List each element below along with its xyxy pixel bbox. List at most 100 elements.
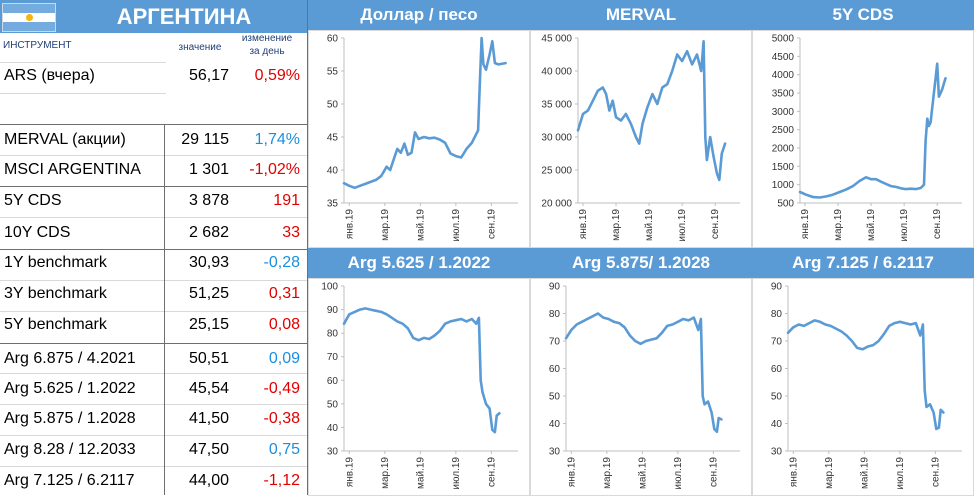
y-tick-label: 4000 bbox=[772, 70, 795, 81]
x-tick-label: июл.19 bbox=[899, 209, 910, 242]
instrument-value: 2 682 bbox=[188, 224, 229, 241]
y-tick-label: 3000 bbox=[772, 107, 795, 118]
y-tick-label: 3500 bbox=[772, 89, 795, 100]
instrument-value: 29 115 bbox=[181, 131, 229, 148]
instrument-change: 1,74% bbox=[254, 131, 300, 148]
x-tick-label: мар.19 bbox=[611, 209, 622, 241]
y-tick-label: 5000 bbox=[772, 34, 795, 45]
table-divider bbox=[0, 217, 308, 218]
instrument-name: 5Y CDS bbox=[4, 192, 62, 209]
instrument-change: -0,49 bbox=[263, 380, 300, 397]
instrument-change: 0,75 bbox=[268, 441, 300, 458]
cds-chart: 500 1000 1500 2000 2500 3000 3500 4000 4500 5000 я… bbox=[752, 30, 974, 248]
x-tick-label: май.19 bbox=[415, 457, 426, 489]
table-divider bbox=[0, 373, 308, 374]
column-header-instrument: ИНСТРУМЕНТ bbox=[3, 40, 72, 51]
instrument-value: 25,15 bbox=[188, 316, 229, 333]
y-tick-label: 80 bbox=[549, 309, 561, 320]
x-tick-label: июл.19 bbox=[677, 209, 688, 242]
table-divider bbox=[0, 466, 308, 467]
y-tick-label: 45 000 bbox=[541, 34, 572, 45]
y-tick-label: 2500 bbox=[772, 125, 795, 136]
table-divider bbox=[0, 186, 308, 187]
x-tick-label: мар.19 bbox=[833, 209, 844, 241]
y-tick-label: 60 bbox=[327, 376, 339, 387]
instrument-value: 30,93 bbox=[188, 254, 229, 271]
y-tick-label: 90 bbox=[771, 282, 783, 293]
y-tick-label: 30 000 bbox=[541, 133, 572, 144]
country-title: АРГЕНТИНА bbox=[116, 4, 252, 29]
table-divider bbox=[0, 62, 166, 63]
y-tick-label: 50 bbox=[771, 392, 783, 403]
instrument-name: ARS (вчера) bbox=[4, 67, 95, 84]
x-tick-label: янв.19 bbox=[800, 209, 811, 240]
x-tick-label: янв.19 bbox=[344, 457, 355, 488]
y-tick-label: 30 bbox=[771, 447, 783, 458]
y-tick-label: 100 bbox=[321, 282, 338, 293]
chart-svg: 35 40 45 50 55 60 янв.19 мар.19 май.19 июл.19 сен.… bbox=[308, 30, 530, 248]
y-tick-label: 40 000 bbox=[541, 67, 572, 78]
instrument-name: Arg 7.125 / 6.2117 bbox=[4, 472, 135, 489]
y-tick-label: 35 000 bbox=[541, 100, 572, 111]
x-tick-label: янв.19 bbox=[578, 209, 589, 240]
y-tick-label: 80 bbox=[771, 309, 783, 320]
instrument-name: Arg 5.875 / 1.2028 bbox=[4, 410, 136, 427]
x-tick-label: мар.19 bbox=[824, 457, 835, 489]
chart-title-5y-cds: 5Y CDS bbox=[752, 0, 974, 30]
usd-ars-chart: 35 40 45 50 55 60 янв.19 мар.19 май.19 июл.19 сен.… bbox=[308, 30, 530, 248]
y-tick-label: 35 bbox=[327, 199, 339, 210]
x-tick-label: май.19 bbox=[866, 209, 877, 241]
chart-title-merval: MERVAL bbox=[530, 0, 752, 30]
chart-svg: 20 000 25 000 30 000 35 000 40 000 45 000 янв.… bbox=[530, 30, 752, 248]
y-tick-label: 500 bbox=[777, 199, 794, 210]
x-tick-label: сен.19 bbox=[486, 457, 497, 487]
instrument-change: -0,28 bbox=[263, 254, 300, 271]
instrument-name: MERVAL (акции) bbox=[4, 131, 126, 148]
y-tick-label: 70 bbox=[549, 337, 561, 348]
table-divider bbox=[0, 124, 308, 125]
column-header-change: изменение за день bbox=[241, 33, 293, 57]
x-tick-label: мар.19 bbox=[380, 209, 391, 241]
instrument-change: 33 bbox=[282, 224, 300, 241]
x-tick-label: май.19 bbox=[637, 457, 648, 489]
instrument-change: 0,09 bbox=[268, 350, 300, 367]
chart-title-arg-2028: Arg 5.875/ 1.2028 bbox=[530, 248, 752, 278]
instrument-panel: АРГЕНТИНА ИНСТРУМЕНТ значение изменение … bbox=[0, 0, 308, 495]
instrument-name: 3Y benchmark bbox=[4, 285, 107, 302]
y-tick-label: 50 bbox=[327, 100, 339, 111]
y-tick-label: 70 bbox=[771, 337, 783, 348]
series-line bbox=[786, 319, 945, 431]
y-tick-label: 60 bbox=[549, 364, 561, 375]
y-tick-label: 40 bbox=[549, 419, 561, 430]
table-divider bbox=[0, 249, 308, 250]
instrument-value: 45,54 bbox=[188, 380, 229, 397]
y-tick-label: 1000 bbox=[772, 180, 795, 191]
y-tick-label: 40 bbox=[327, 166, 339, 177]
title-bar: АРГЕНТИНА bbox=[0, 0, 308, 33]
x-tick-label: июл.19 bbox=[895, 457, 906, 490]
chart-svg: 30 40 50 60 70 80 90 янв.19 мар.19 май.19 июл.19 се… bbox=[530, 278, 752, 496]
x-tick-label: июл.19 bbox=[451, 457, 462, 490]
chart-title-arg-2022: Arg 5.625 / 1.2022 bbox=[308, 248, 530, 278]
y-tick-label: 50 bbox=[549, 392, 561, 403]
y-tick-label: 30 bbox=[549, 447, 561, 458]
y-tick-label: 1500 bbox=[772, 162, 795, 173]
instrument-value: 50,51 bbox=[188, 350, 229, 367]
x-tick-label: сен.19 bbox=[930, 457, 941, 487]
instrument-value: 41,50 bbox=[188, 410, 229, 427]
instrument-value: 1 301 bbox=[188, 161, 229, 178]
table-divider bbox=[0, 404, 308, 405]
chart-title-arg-2117: Arg 7.125 / 6.2117 bbox=[752, 248, 974, 278]
x-tick-label: янв.19 bbox=[344, 209, 355, 240]
instrument-name: Arg 5.625 / 1.2022 bbox=[4, 380, 136, 397]
x-tick-label: июл.19 bbox=[673, 457, 684, 490]
y-tick-label: 80 bbox=[327, 329, 339, 340]
y-tick-label: 2000 bbox=[772, 144, 795, 155]
x-tick-label: сен.19 bbox=[486, 209, 497, 239]
y-tick-label: 60 bbox=[327, 34, 339, 45]
x-tick-label: сен.19 bbox=[932, 209, 943, 239]
series-line bbox=[342, 36, 507, 190]
arg-2117-chart: 30 40 50 60 70 80 90 янв.19 мар.19 май.19 июл.19 се… bbox=[752, 278, 974, 496]
x-tick-label: янв.19 bbox=[566, 457, 577, 488]
table-divider bbox=[0, 343, 308, 344]
